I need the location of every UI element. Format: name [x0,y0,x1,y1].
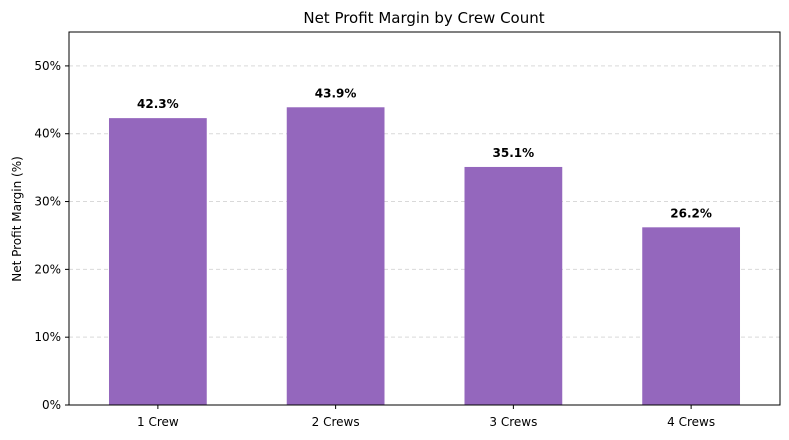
y-tick-label: 10% [34,330,61,344]
bar-value-label: 42.3% [137,97,179,111]
bar [642,227,741,405]
y-axis-label: Net Profit Margin (%) [10,156,24,282]
bar-value-label: 43.9% [315,86,357,100]
bar [464,166,563,405]
bar-value-label: 26.2% [670,206,712,220]
x-tick-label: 2 Crews [312,415,360,429]
y-tick-label: 40% [34,127,61,141]
bar [108,118,207,405]
x-tick-label: 1 Crew [137,415,179,429]
y-tick-label: 0% [42,398,61,412]
bar [286,107,385,405]
x-tick-label: 3 Crews [489,415,537,429]
y-axis-ticks: 0% 10% 20% 30% 40% 50% [34,59,69,412]
x-axis-ticks: 1 Crew 2 Crews 3 Crews 4 Crews [137,405,715,429]
plot-frame [68,31,781,406]
y-tick-label: 20% [34,262,61,276]
bar-value-label: 35.1% [493,146,535,160]
x-tick-label: 4 Crews [667,415,715,429]
y-tick-label: 50% [34,59,61,73]
data-labels: 42.3% 43.9% 35.1% 26.2% [137,86,712,220]
y-tick-label: 30% [34,195,61,209]
bars [108,107,741,405]
chart-title: Net Profit Margin by Crew Count [303,9,544,27]
